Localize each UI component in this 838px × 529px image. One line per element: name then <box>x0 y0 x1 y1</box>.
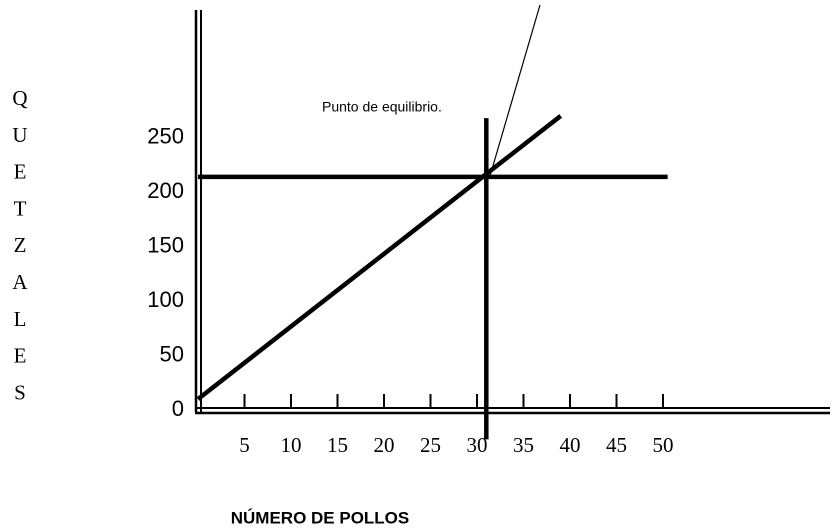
x-tick-label: 10 <box>281 433 302 457</box>
x-tick-label: 30 <box>467 433 488 457</box>
x-axis-label: NÚMERO DE POLLOS <box>231 508 410 527</box>
x-tick-label: 25 <box>420 433 441 457</box>
x-tick-label: 20 <box>374 433 395 457</box>
y-tick-label: 200 <box>147 178 184 203</box>
x-tick-label: 40 <box>560 433 581 457</box>
annotation-pointer <box>489 4 541 177</box>
y-tick-label: 150 <box>147 232 184 257</box>
x-tick-label: 15 <box>327 433 348 457</box>
data-line <box>196 114 563 401</box>
x-tick-label: 45 <box>606 433 627 457</box>
x-tick-label: 50 <box>653 433 674 457</box>
y-tick-label: 50 <box>160 341 184 366</box>
y-tick-label: 0 <box>172 396 184 421</box>
y-tick-label: 100 <box>147 287 184 312</box>
annotation: Punto de equilibrio. <box>322 99 442 115</box>
x-tick-label: 35 <box>513 433 534 457</box>
y-tick-label: 250 <box>147 124 184 149</box>
x-tick-label: 5 <box>239 433 250 457</box>
